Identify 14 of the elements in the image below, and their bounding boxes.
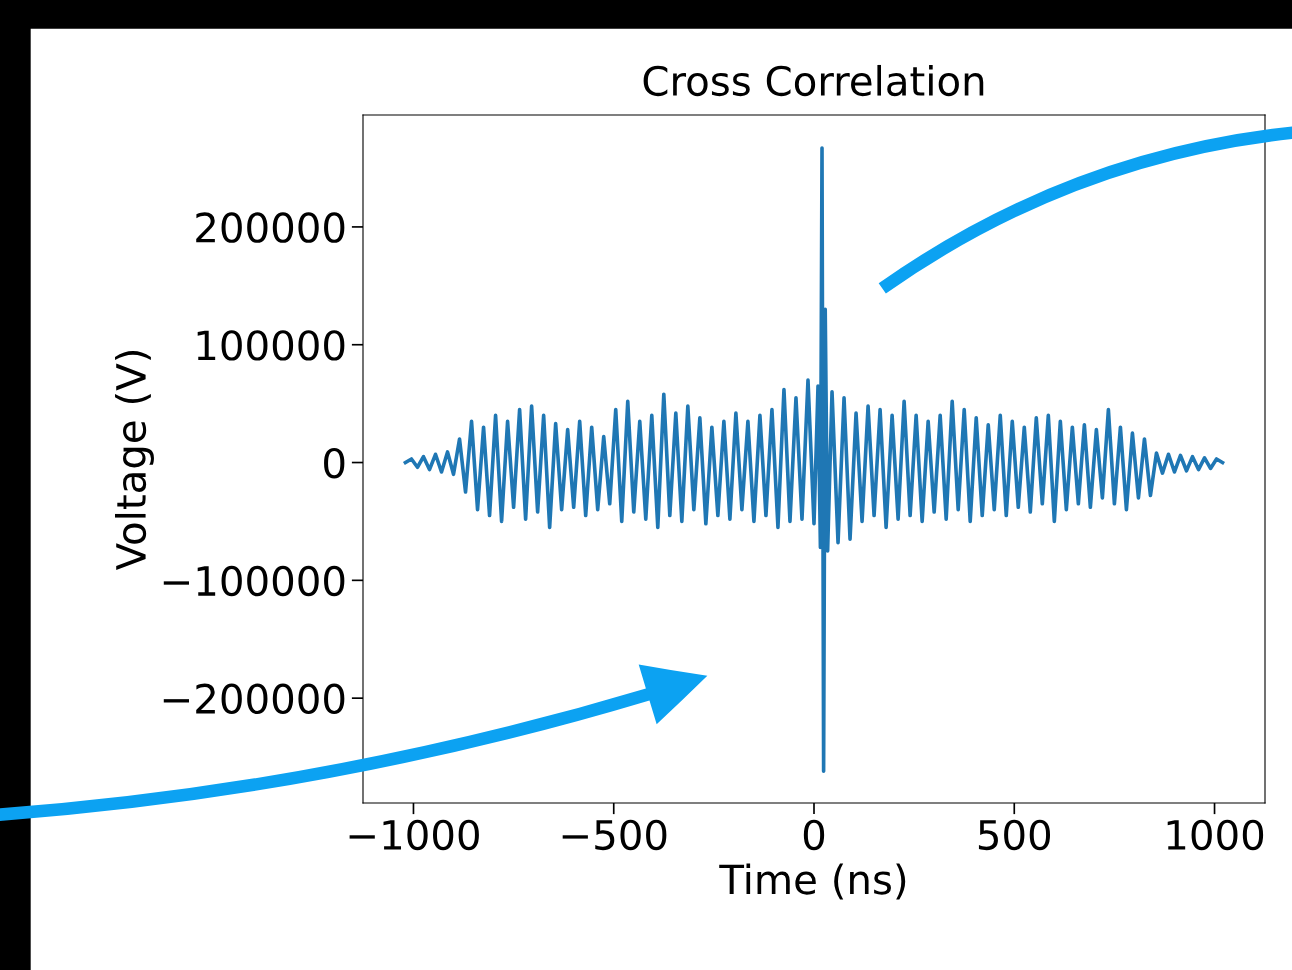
y-tick-label: 200000 <box>196 212 345 243</box>
x-axis-title: Time (ns) <box>719 863 906 900</box>
y-tick-label: 0 <box>324 447 345 479</box>
x-tick-label: 0 <box>803 819 825 851</box>
x-tick-label: −1000 <box>349 819 479 851</box>
y-tick-label: −200000 <box>163 683 345 715</box>
chart-title: Cross Correlation <box>643 64 984 97</box>
x-tick-label: 500 <box>978 819 1051 851</box>
y-axis-title: Voltage (V) <box>114 351 154 571</box>
line-series <box>403 146 1225 773</box>
x-tick-label: 1000 <box>1167 819 1264 851</box>
x-tick-label: −500 <box>562 819 667 851</box>
y-tick-label: −100000 <box>163 565 345 597</box>
y-tick-label: 100000 <box>197 330 345 361</box>
